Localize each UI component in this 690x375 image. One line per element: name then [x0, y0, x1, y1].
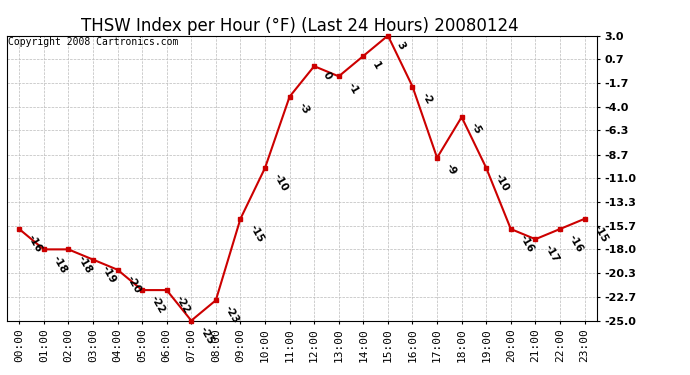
- Text: 1: 1: [371, 60, 382, 71]
- Text: -15: -15: [248, 223, 266, 244]
- Text: 0: 0: [321, 70, 333, 82]
- Text: -16: -16: [567, 233, 585, 254]
- Text: -18: -18: [51, 254, 69, 275]
- Text: -1: -1: [346, 81, 360, 96]
- Text: -25: -25: [198, 325, 216, 346]
- Text: -18: -18: [75, 254, 93, 275]
- Text: -16: -16: [26, 233, 44, 254]
- Text: -2: -2: [420, 91, 434, 106]
- Text: -10: -10: [493, 172, 511, 194]
- Text: THSW Index per Hour (°F) (Last 24 Hours) 20080124: THSW Index per Hour (°F) (Last 24 Hours)…: [81, 17, 519, 35]
- Text: -9: -9: [444, 162, 458, 177]
- Text: -16: -16: [518, 233, 536, 254]
- Text: -17: -17: [542, 243, 560, 265]
- Text: -22: -22: [149, 294, 167, 315]
- Text: 3: 3: [395, 40, 407, 51]
- Text: -10: -10: [272, 172, 290, 194]
- Text: -19: -19: [100, 264, 118, 285]
- Text: -23: -23: [223, 304, 241, 326]
- Text: -22: -22: [174, 294, 192, 315]
- Text: -5: -5: [469, 121, 483, 136]
- Text: Copyright 2008 Cartronics.com: Copyright 2008 Cartronics.com: [8, 37, 179, 47]
- Text: -3: -3: [297, 101, 311, 116]
- Text: -15: -15: [591, 223, 609, 244]
- Text: -20: -20: [124, 274, 143, 295]
